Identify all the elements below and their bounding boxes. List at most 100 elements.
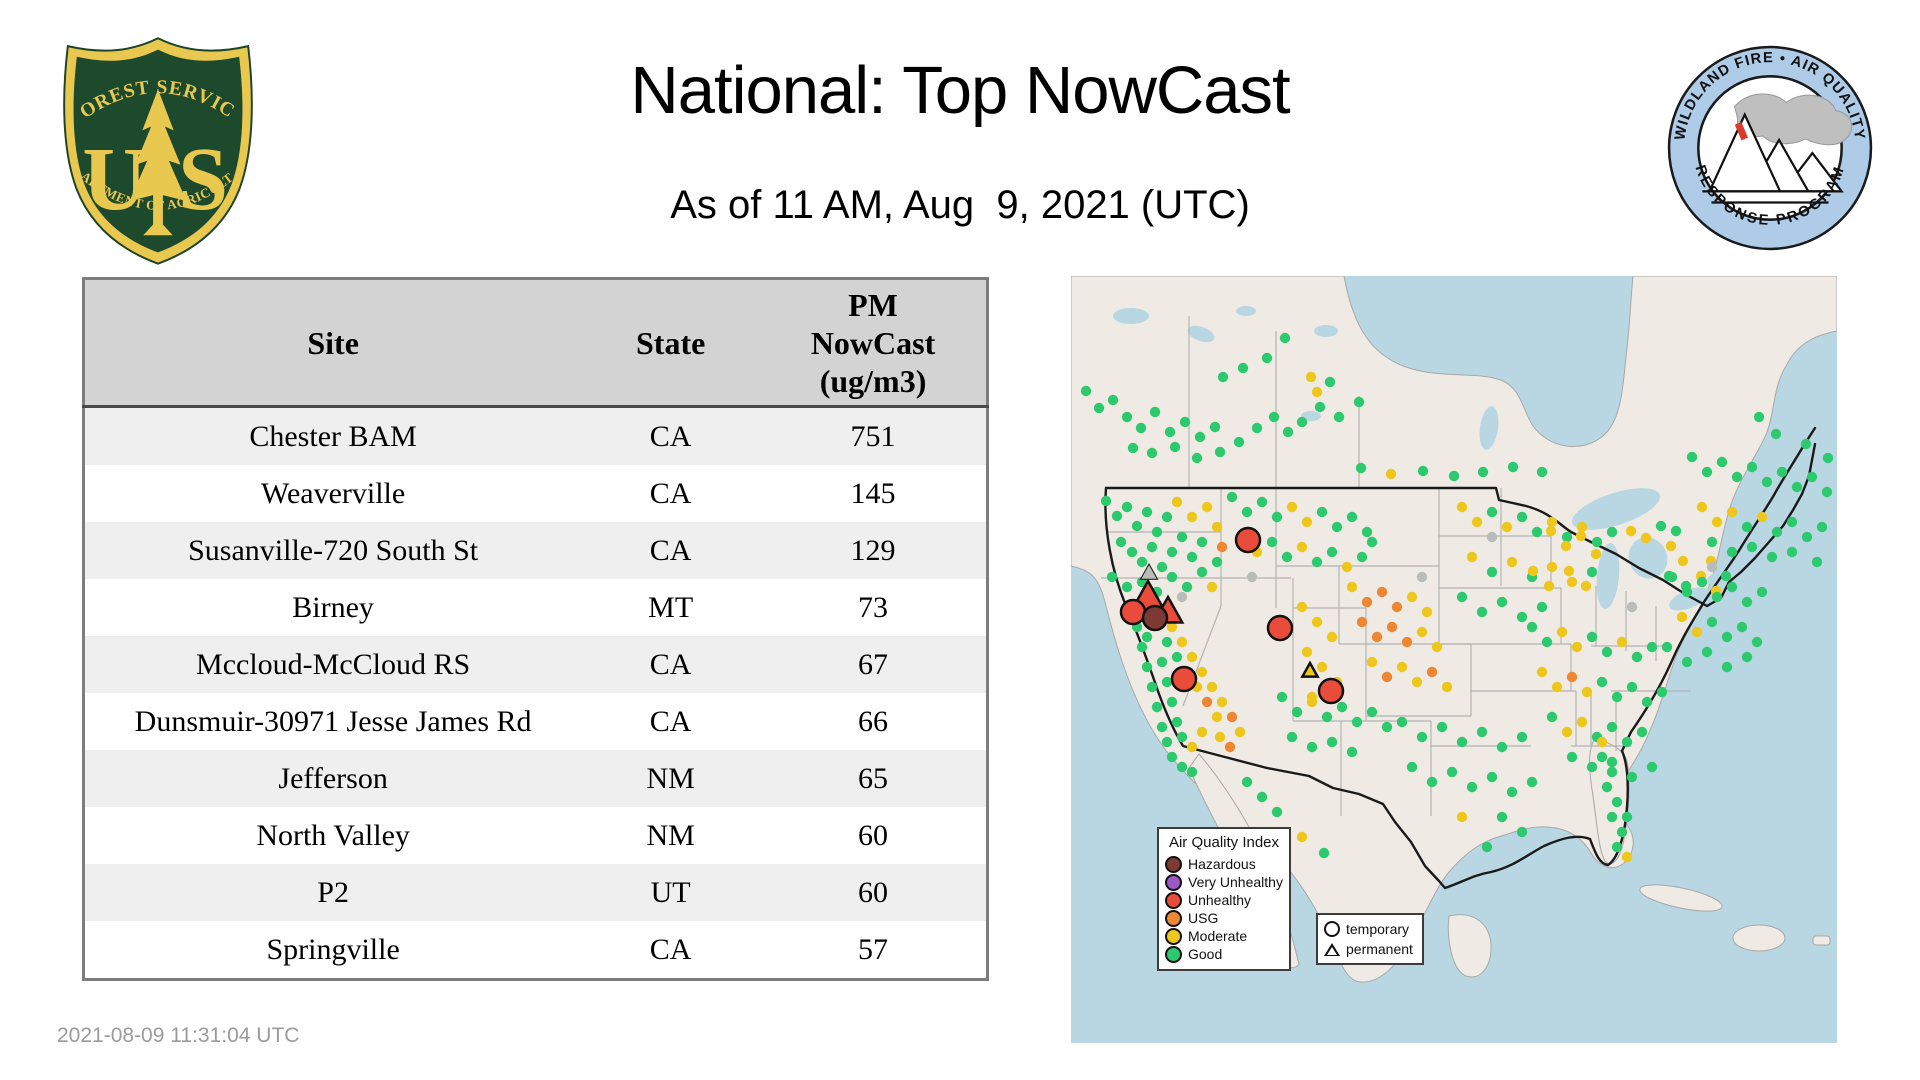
monitor-dot (1526, 621, 1538, 633)
monitor-dot (1606, 766, 1618, 778)
monitor-dot (1326, 736, 1338, 748)
monitor-dot (1391, 601, 1403, 613)
monitor-dot (1466, 551, 1478, 563)
monitor-dot (1786, 546, 1798, 558)
marker-type-legend-items: temporary permanent (1324, 919, 1416, 959)
monitor-dot (1106, 571, 1118, 583)
monitor-dot (1406, 761, 1418, 773)
cell-site: Chester BAM (249, 419, 417, 453)
monitor-dot (1696, 576, 1708, 588)
monitor-dot (1311, 556, 1323, 568)
smoke-icon (1734, 93, 1853, 146)
monitor-dot (1625, 525, 1637, 537)
monitor-dot (1196, 726, 1208, 738)
monitor-dot (1545, 525, 1557, 537)
monitor-dot (1216, 541, 1228, 553)
monitor-dot (1196, 536, 1208, 548)
usfs-letter-u: U (82, 129, 147, 229)
aqi-legend-label: USG (1188, 910, 1219, 926)
monitor-dot (1146, 447, 1158, 459)
monitor-dot (1631, 651, 1643, 663)
cell-site: Susanville-720 South St (188, 533, 479, 567)
unhealthy-swatch-icon (1165, 891, 1182, 909)
monitor-dot (1666, 571, 1678, 583)
cell-value: 145 (850, 476, 896, 510)
monitor-dot (1771, 526, 1783, 538)
marker-type-label: temporary (1346, 921, 1410, 937)
monitor-dot (1436, 721, 1448, 733)
monitor-dot (1741, 651, 1753, 663)
monitor-dot (1376, 586, 1388, 598)
monitor-dot (1241, 776, 1253, 788)
monitor-dot (1753, 411, 1765, 423)
monitor-dot (1186, 766, 1198, 778)
monitor-dot (1536, 466, 1548, 478)
monitor-dot (1296, 831, 1308, 843)
monitor-dot (1556, 626, 1568, 638)
monitor-dot (1561, 531, 1573, 543)
map-cuba (1639, 884, 1723, 912)
column-header-pm-nowcast: PM NowCast (ug/m3) (760, 278, 988, 407)
monitor-dot (1214, 731, 1226, 743)
monitor-dot (1201, 696, 1213, 708)
monitor-dot (1441, 681, 1453, 693)
monitor-dot (1181, 581, 1193, 593)
monitor-dot (1566, 671, 1578, 683)
monitor-dot (1486, 506, 1498, 518)
page-subtitle: As of 11 AM, Aug 9, 2021 (UTC) (670, 183, 1250, 227)
monitor-dot (1417, 465, 1429, 477)
monitor-dot (1166, 546, 1178, 558)
monitor-dot (1526, 776, 1538, 788)
monitor-dot (1416, 571, 1428, 583)
monitor-dot (1736, 621, 1748, 633)
monitor-dot (1326, 546, 1338, 558)
monitor-dot (1146, 681, 1158, 693)
monitor-dot (1741, 521, 1753, 533)
cell-site: Dunsmuir-30971 Jesse James Rd (134, 704, 532, 738)
monitor-dot (1356, 551, 1368, 563)
aqi-legend-item: Very Unhealthy (1165, 873, 1283, 891)
monitor-dot (1371, 631, 1383, 643)
monitor-dot (1279, 332, 1291, 344)
monitor-dot (1586, 761, 1598, 773)
monitor-dot (1166, 751, 1178, 763)
monitor-dot (1226, 711, 1238, 723)
monitor-dot (1186, 741, 1198, 753)
monitor-dot (1586, 631, 1598, 643)
aqi-legend-title: Air Quality Index (1168, 834, 1280, 851)
monitor-dot (1621, 851, 1633, 863)
map-state-borders (1101, 316, 1691, 816)
aqi-legend-items: Hazardous Very Unhealthy Unhealthy USG Moder… (1165, 855, 1283, 963)
aqi-legend: Air Quality Index Hazardous Very Unhealth… (1157, 827, 1291, 971)
monitor-dot (1456, 501, 1468, 513)
monitor-dot (1216, 696, 1228, 708)
monitor-dot (1186, 551, 1198, 563)
monitor-dot (1811, 556, 1823, 568)
map-hispaniola (1732, 924, 1786, 952)
monitor-dot (1316, 661, 1328, 673)
monitor-dot (1563, 565, 1575, 577)
usfs-logo: FOREST SERVICE DEPARTMENT OF AGRICULTURE… (53, 18, 256, 268)
monitor-dot (1476, 726, 1488, 738)
monitor-dot (1711, 591, 1723, 603)
monitor-dot (1211, 711, 1223, 723)
aqi-legend-label: Very Unhealthy (1188, 874, 1283, 890)
monitor-dot (1131, 520, 1143, 532)
monitor-dot (1506, 556, 1518, 568)
monitor-dot (1626, 771, 1638, 783)
table-row: Weaverville CA 145 (83, 465, 988, 522)
monitor-dot (1640, 532, 1652, 544)
aqi-map: Air Quality Index Hazardous Very Unhealth… (1071, 276, 1837, 1043)
monitor-dot (1426, 666, 1438, 678)
monitor-dot (1196, 666, 1208, 678)
monitor-dot (1401, 636, 1413, 648)
monitor-dot (1111, 510, 1123, 522)
monitor-dot (1696, 501, 1708, 513)
monitor-dot (1166, 621, 1178, 633)
monitor-dot (1621, 811, 1633, 823)
monitor-dot (1381, 671, 1393, 683)
monitor-dot (1716, 456, 1728, 468)
monitor-dot (1121, 501, 1133, 513)
monitor-dot (1306, 741, 1318, 753)
table-row: Mccloud-McCloud RS CA 67 (83, 636, 988, 693)
